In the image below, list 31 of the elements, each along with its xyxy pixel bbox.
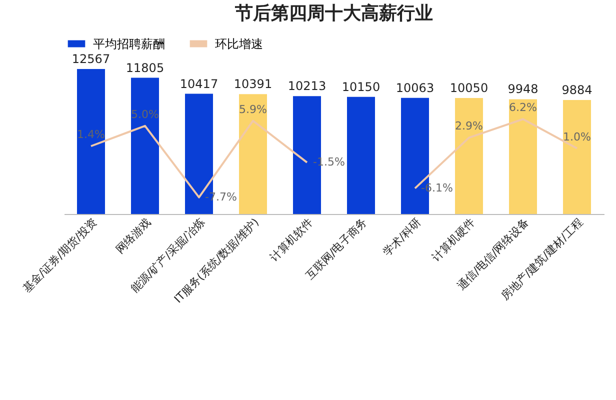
bar bbox=[347, 96, 375, 214]
data-label: 1.4% bbox=[77, 128, 105, 142]
legend-label: 平均招聘薪酬 bbox=[93, 36, 165, 51]
data-label: 10150 bbox=[342, 80, 380, 94]
data-label: 1.0% bbox=[563, 130, 591, 144]
bar bbox=[563, 100, 591, 214]
data-label: 10213 bbox=[288, 79, 326, 94]
data-label: 10417 bbox=[180, 76, 218, 91]
data-label: 11805 bbox=[126, 60, 164, 75]
bar bbox=[77, 68, 105, 214]
data-label: 10050 bbox=[450, 81, 488, 96]
bar bbox=[239, 94, 267, 214]
x-tick-label: 计算机硬件 bbox=[429, 216, 478, 264]
data-label: 9948 bbox=[508, 82, 538, 96]
chart-title: 节后第四周十大高薪行业 bbox=[234, 3, 433, 24]
data-label: 12567 bbox=[72, 52, 110, 66]
data-label: 10391 bbox=[234, 77, 272, 92]
bar bbox=[455, 98, 483, 214]
legend-label: 环比增速 bbox=[215, 36, 263, 51]
data-label: 6.2% bbox=[509, 101, 537, 114]
data-label: 2.9% bbox=[455, 120, 483, 133]
bar bbox=[131, 78, 159, 214]
x-tick-label: 网络游戏 bbox=[113, 216, 154, 256]
bar bbox=[509, 99, 537, 214]
data-label: 5.9% bbox=[239, 102, 267, 116]
data-label: 9884 bbox=[562, 82, 592, 97]
x-tick-label: 基金/证券/期货/投资 bbox=[20, 216, 100, 296]
x-tick-label: 计算机软件 bbox=[267, 216, 316, 264]
x-tick-label: 学术/科研 bbox=[380, 216, 424, 259]
data-label: 5.0% bbox=[131, 108, 159, 121]
data-label: 10063 bbox=[396, 80, 434, 95]
